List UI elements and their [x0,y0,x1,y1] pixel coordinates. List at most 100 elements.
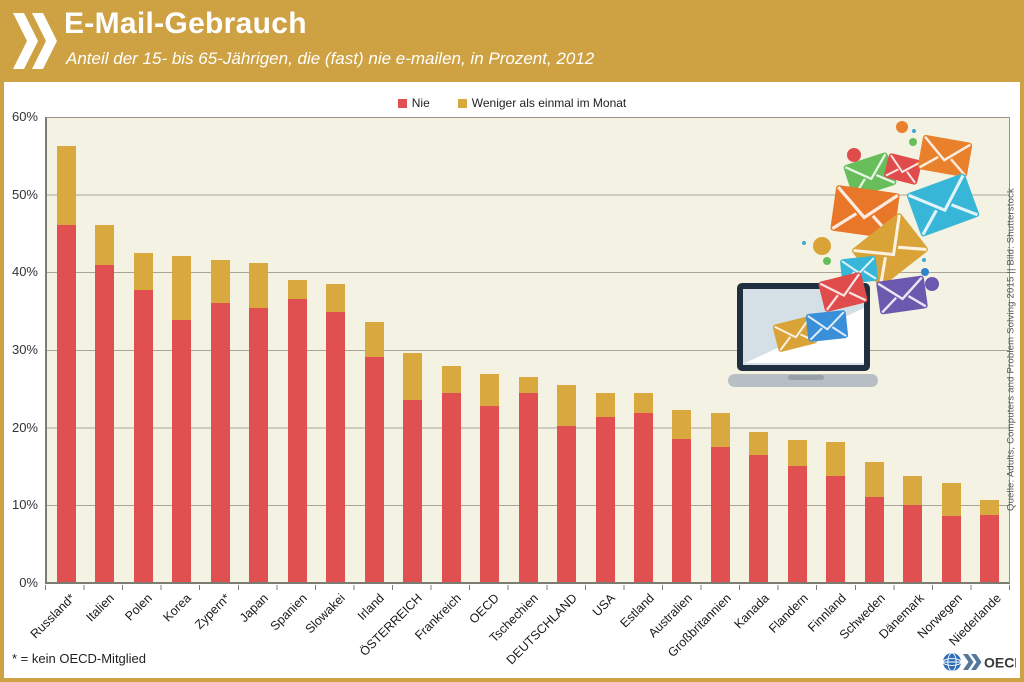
bar-segment-never [441,392,461,582]
y-tick-label: 10% [11,497,38,513]
source-credit: Quelle: Adults, Computers and Problem So… [1005,188,1017,512]
y-tick-label: 60% [11,109,38,124]
x-tick-label: Russland* [27,591,79,642]
legend-swatch-nie [397,98,407,108]
bar-segment-never [172,319,192,582]
oecd-logo-text: OECD [984,655,1016,671]
bar-segment-never [749,454,769,582]
bar-segment-monthly [210,260,230,304]
bar-segment-monthly [710,412,730,447]
bar-österreich [393,118,431,582]
bar-segment-monthly [480,373,500,407]
x-tick-label: DEUTSCHLAND [503,591,580,668]
plot-area [45,117,1010,584]
bar-segment-never [480,406,500,582]
y-tick-label: 20% [11,419,38,435]
bar-segment-monthly [518,376,538,394]
x-tick-label: Irland [354,591,387,624]
bar-oecd [470,118,508,582]
bar-segment-never [634,412,653,582]
bar-kanada [740,118,778,582]
legend-item-monat: Weniger als einmal im Monat [457,96,627,110]
bar-segment-monthly [441,366,461,393]
y-tick-label: 30% [11,342,38,357]
x-tick-label: Korea [160,591,194,625]
y-tick-label: 40% [11,264,38,280]
logo-chevrons-icon [963,654,982,670]
bar-schweden [855,118,893,582]
bar-niederlande [971,118,1009,582]
bar-segment-never [826,475,846,582]
header-band: E-Mail-Gebrauch Anteil der 15- bis 65-Jä… [0,0,1024,82]
bar-segment-never [326,311,346,582]
bar-segment-monthly [787,439,807,467]
bar-segment-monthly [864,461,884,498]
bar-segment-never [710,446,730,582]
bar-segment-monthly [95,224,115,266]
bar-zypern [201,118,239,582]
legend-label-nie: Nie [411,96,430,110]
bar-segment-monthly [326,283,346,312]
bar-segment-never [787,466,807,582]
bar-segment-monthly [749,432,769,455]
bar-irland [355,118,393,582]
bar-segment-never [364,356,384,582]
bar-segment-never [403,400,423,582]
x-tick-label: Italien [83,591,117,625]
bar-korea [162,118,200,582]
bar-segment-monthly [595,392,615,417]
bar-polen [124,118,162,582]
x-tick-label: Flandern [766,591,811,636]
bar-australien [663,118,701,582]
bar-segment-never [557,425,577,582]
bar-segment-monthly [56,145,76,225]
bar-segment-never [287,298,307,582]
x-tick-label: Japan [236,591,271,625]
y-tick-label: 0% [19,575,38,590]
bar-usa [586,118,624,582]
bar-segment-never [210,303,230,582]
footnote: * = kein OECD-Mitglied [12,651,147,666]
bars [47,118,1009,582]
bar-segment-never [672,439,692,582]
bar-segment-monthly [980,500,1000,516]
x-tick-label: Polen [122,591,156,624]
bar-segment-never [864,497,884,582]
legend-item-nie: Nie [397,96,430,110]
y-tick-label: 50% [11,186,38,202]
bar-segment-monthly [557,384,577,426]
bar-finnland [817,118,855,582]
bar-segment-monthly [403,352,423,401]
bar-segment-never [518,393,538,582]
page-subtitle: Anteil der 15- bis 65-Jährigen, die (fas… [66,49,595,68]
bar-segment-monthly [364,321,384,357]
bar-slowakei [316,118,354,582]
oecd-logo: OECD [942,652,1016,672]
double-chevron-icon [13,13,57,69]
bar-segment-never [56,224,76,582]
bar-segment-monthly [133,253,153,290]
bar-segment-monthly [826,442,846,476]
bar-tschechien [509,118,547,582]
bar-segment-monthly [941,482,961,516]
bar-segment-never [133,289,153,582]
legend-label-monat: Weniger als einmal im Monat [471,96,627,110]
bar-japan [239,118,277,582]
bar-segment-never [249,307,269,582]
bar-segment-monthly [672,410,692,440]
bar-segment-monthly [172,255,192,320]
bar-dänemark [894,118,932,582]
x-tick-label: Zypern* [191,591,233,632]
x-axis-ticks [45,585,1010,590]
bar-segment-never [595,416,615,582]
x-tick-label: USA [589,591,619,620]
bar-segment-monthly [287,279,307,299]
bar-segment-never [903,505,923,582]
bar-norwegen [932,118,970,582]
bar-frankreich [432,118,470,582]
bar-segment-never [941,515,961,582]
legend-swatch-monat [457,98,467,108]
bar-großbritannien [701,118,739,582]
bar-segment-monthly [634,393,653,413]
legend: Nie Weniger als einmal im Monat [0,96,1024,110]
